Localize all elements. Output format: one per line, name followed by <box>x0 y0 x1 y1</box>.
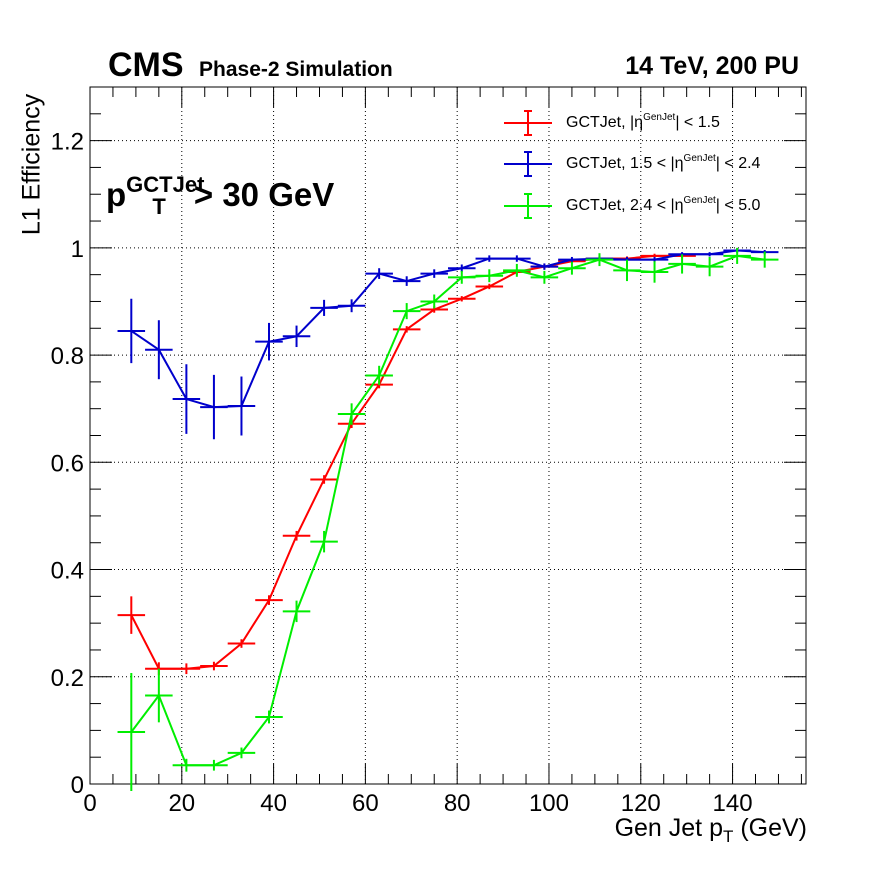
legend-marker-red <box>504 110 552 136</box>
x-tick-label: 140 <box>713 790 753 817</box>
x-tick-label: 0 <box>83 790 96 817</box>
y-tick-label: 0.6 <box>51 450 84 477</box>
legend-label-endcap-sup: GenJet <box>683 153 716 164</box>
legend-label-endcap: GCTJet, 1.5 < |ηGenJet| < 2.4 <box>566 153 761 173</box>
x-tick-label: 120 <box>621 790 661 817</box>
y-tick-label: 1.2 <box>51 129 84 156</box>
series-line <box>130 254 765 767</box>
legend-label-central-prefix: GCTJet, |η <box>566 114 644 131</box>
legend-entry-endcap: GCTJet, 1.5 < |ηGenJet| < 2.4 <box>498 147 798 177</box>
pt-cut-sup: GCTJet <box>126 172 205 197</box>
legend-label-central: GCTJet, |ηGenJet| < 1.5 <box>566 112 720 132</box>
y-tick-label: 0.2 <box>51 665 84 692</box>
legend-label-endcap-prefix: GCTJet, 1.5 < |η <box>566 155 684 172</box>
x-axis-title-main: Gen Jet p <box>614 814 723 842</box>
series-2 <box>117 247 779 791</box>
legend-label-forward-prefix: GCTJet, 2.4 < |η <box>566 197 684 214</box>
legend-label-central-sup: GenJet <box>643 112 676 123</box>
pt-cut-value: > 30 GeV <box>193 176 335 213</box>
legend-marker-blue <box>504 151 552 177</box>
grid-lines <box>90 87 806 784</box>
y-tick-label: 1 <box>71 236 84 263</box>
legend-entry-central: GCTJet, |ηGenJet| < 1.5 <box>498 106 798 136</box>
x-tick-label: 40 <box>260 790 287 817</box>
y-axis: 0 0.2 0.4 0.6 0.8 1 1.2 <box>51 86 806 799</box>
legend-label-forward-sup: GenJet <box>683 195 716 206</box>
y-tick-label: 0 <box>71 772 84 799</box>
y-axis-title: L1 Efficiency <box>17 93 46 236</box>
x-tick-label: 80 <box>444 790 471 817</box>
cms-label: CMS <box>108 46 184 84</box>
x-axis: 0 20 40 60 80 100 120 140 <box>83 87 802 817</box>
pt-cut-sub: T <box>152 194 166 219</box>
x-axis-title-unit: (GeV) <box>733 814 807 842</box>
legend-entry-forward: GCTJet, 2.4 < |ηGenJet| < 5.0 <box>498 189 798 219</box>
y-tick-label: 0.4 <box>51 558 84 585</box>
x-axis-title-sub: T <box>722 827 734 846</box>
x-axis-title: Gen Jet pT (GeV) <box>615 814 807 847</box>
pt-cut-main: p <box>106 176 127 213</box>
x-tick-label: 100 <box>529 790 569 817</box>
legend-label-forward-suffix: | < 5.0 <box>715 197 761 214</box>
legend-marker-green <box>504 193 552 219</box>
x-tick-label: 20 <box>168 790 195 817</box>
energy-label: 14 TeV, 200 PU <box>625 52 799 80</box>
legend-label-central-suffix: | < 1.5 <box>675 114 720 131</box>
legend-label-endcap-suffix: | < 2.4 <box>715 155 761 172</box>
legend-label-forward: GCTJet, 2.4 < |ηGenJet| < 5.0 <box>566 195 761 215</box>
status-label: Phase-2 Simulation <box>199 58 393 81</box>
pt-cut-annotation: pGCTJetT > 30 GeV <box>106 172 335 219</box>
y-tick-label: 0.8 <box>51 343 84 370</box>
x-tick-label: 60 <box>352 790 379 817</box>
